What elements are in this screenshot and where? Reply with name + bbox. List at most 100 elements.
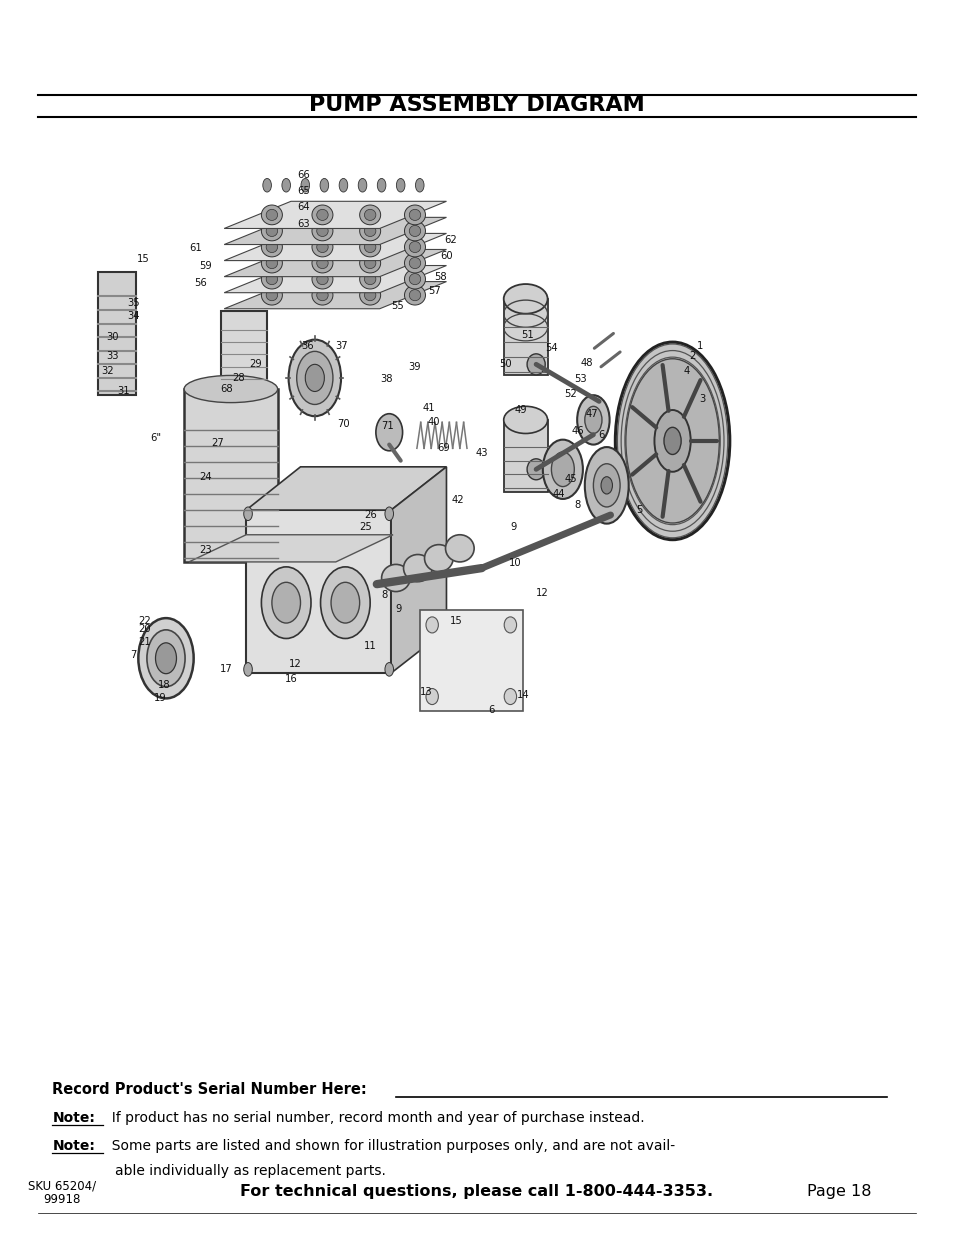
Text: 99918: 99918 [43, 1193, 81, 1205]
Text: 23: 23 [198, 545, 212, 555]
Text: 54: 54 [544, 343, 558, 353]
Ellipse shape [364, 225, 375, 237]
Ellipse shape [403, 555, 432, 582]
Ellipse shape [503, 284, 547, 314]
Ellipse shape [409, 210, 420, 221]
Text: 52: 52 [563, 389, 577, 399]
Ellipse shape [654, 410, 690, 472]
Text: 31: 31 [117, 387, 131, 396]
Ellipse shape [359, 237, 380, 257]
Text: 10: 10 [508, 558, 521, 568]
Text: 6": 6" [150, 433, 161, 443]
Text: 11: 11 [363, 641, 376, 651]
Ellipse shape [409, 242, 420, 253]
Text: able individually as replacement parts.: able individually as replacement parts. [115, 1163, 386, 1178]
Ellipse shape [244, 662, 252, 677]
Text: 57: 57 [427, 287, 440, 296]
Ellipse shape [358, 179, 367, 193]
Text: 55: 55 [391, 301, 404, 311]
Text: 16: 16 [284, 674, 297, 684]
Text: 14: 14 [516, 690, 529, 700]
Ellipse shape [600, 477, 612, 494]
Text: 22: 22 [138, 616, 152, 626]
Ellipse shape [381, 564, 410, 592]
Ellipse shape [359, 269, 380, 289]
Text: 39: 39 [408, 362, 421, 372]
Ellipse shape [312, 221, 333, 241]
Text: 51: 51 [520, 330, 534, 340]
Polygon shape [224, 266, 446, 293]
Ellipse shape [266, 290, 277, 301]
Bar [221, 311, 267, 383]
Bar [503, 420, 547, 492]
Ellipse shape [375, 414, 402, 451]
Ellipse shape [615, 342, 729, 540]
Text: 66: 66 [296, 170, 310, 180]
Text: 24: 24 [198, 472, 212, 482]
Text: 65: 65 [296, 186, 310, 196]
Text: 5: 5 [636, 505, 641, 515]
Ellipse shape [425, 688, 438, 704]
Text: 60: 60 [439, 251, 453, 261]
Ellipse shape [404, 253, 425, 273]
Ellipse shape [316, 242, 328, 253]
Text: 68: 68 [220, 384, 233, 394]
Ellipse shape [266, 225, 277, 237]
Ellipse shape [551, 452, 574, 487]
Text: PUMP ASSEMBLY DIAGRAM: PUMP ASSEMBLY DIAGRAM [309, 95, 644, 115]
Text: 34: 34 [127, 311, 140, 321]
Ellipse shape [409, 274, 420, 285]
Ellipse shape [138, 618, 193, 699]
Ellipse shape [364, 210, 375, 221]
Text: 20: 20 [138, 624, 152, 634]
Text: 69: 69 [436, 443, 450, 453]
Polygon shape [246, 467, 446, 510]
Text: 49: 49 [514, 405, 527, 415]
Ellipse shape [542, 440, 582, 499]
Ellipse shape [359, 253, 380, 273]
Ellipse shape [384, 662, 393, 677]
Text: 64: 64 [296, 203, 310, 212]
Ellipse shape [359, 285, 380, 305]
Text: Some parts are listed and shown for illustration purposes only, and are not avai: Some parts are listed and shown for illu… [103, 1139, 675, 1153]
Polygon shape [224, 217, 446, 245]
Ellipse shape [319, 179, 328, 193]
Text: 15: 15 [136, 254, 150, 264]
Ellipse shape [359, 205, 380, 225]
Bar [184, 389, 277, 562]
Ellipse shape [261, 221, 282, 241]
Ellipse shape [281, 179, 290, 193]
Ellipse shape [663, 427, 680, 454]
Text: 30: 30 [106, 332, 119, 342]
Ellipse shape [261, 269, 282, 289]
Ellipse shape [312, 285, 333, 305]
Text: 13: 13 [419, 687, 433, 697]
Ellipse shape [404, 205, 425, 225]
Text: 19: 19 [153, 693, 167, 703]
Ellipse shape [584, 406, 601, 433]
Ellipse shape [305, 364, 324, 391]
Text: 1: 1 [697, 341, 702, 351]
Text: 40: 40 [427, 417, 440, 427]
Text: 58: 58 [434, 272, 447, 282]
Ellipse shape [584, 447, 628, 524]
Bar [503, 299, 547, 375]
Text: 37: 37 [335, 341, 348, 351]
Ellipse shape [261, 253, 282, 273]
Text: 35: 35 [127, 298, 140, 308]
Text: For technical questions, please call 1-800-444-3353.: For technical questions, please call 1-8… [240, 1184, 713, 1199]
Text: 4: 4 [683, 366, 689, 375]
Ellipse shape [312, 205, 333, 225]
Ellipse shape [272, 582, 300, 622]
Ellipse shape [445, 535, 474, 562]
Polygon shape [224, 201, 446, 228]
Ellipse shape [301, 179, 309, 193]
Text: SKU 65204/: SKU 65204/ [28, 1179, 96, 1192]
Text: Note:: Note: [52, 1139, 95, 1153]
Ellipse shape [396, 179, 404, 193]
Text: 63: 63 [296, 219, 310, 228]
Text: 36: 36 [300, 341, 314, 351]
Ellipse shape [404, 237, 425, 257]
Ellipse shape [364, 274, 375, 285]
Ellipse shape [409, 225, 420, 237]
